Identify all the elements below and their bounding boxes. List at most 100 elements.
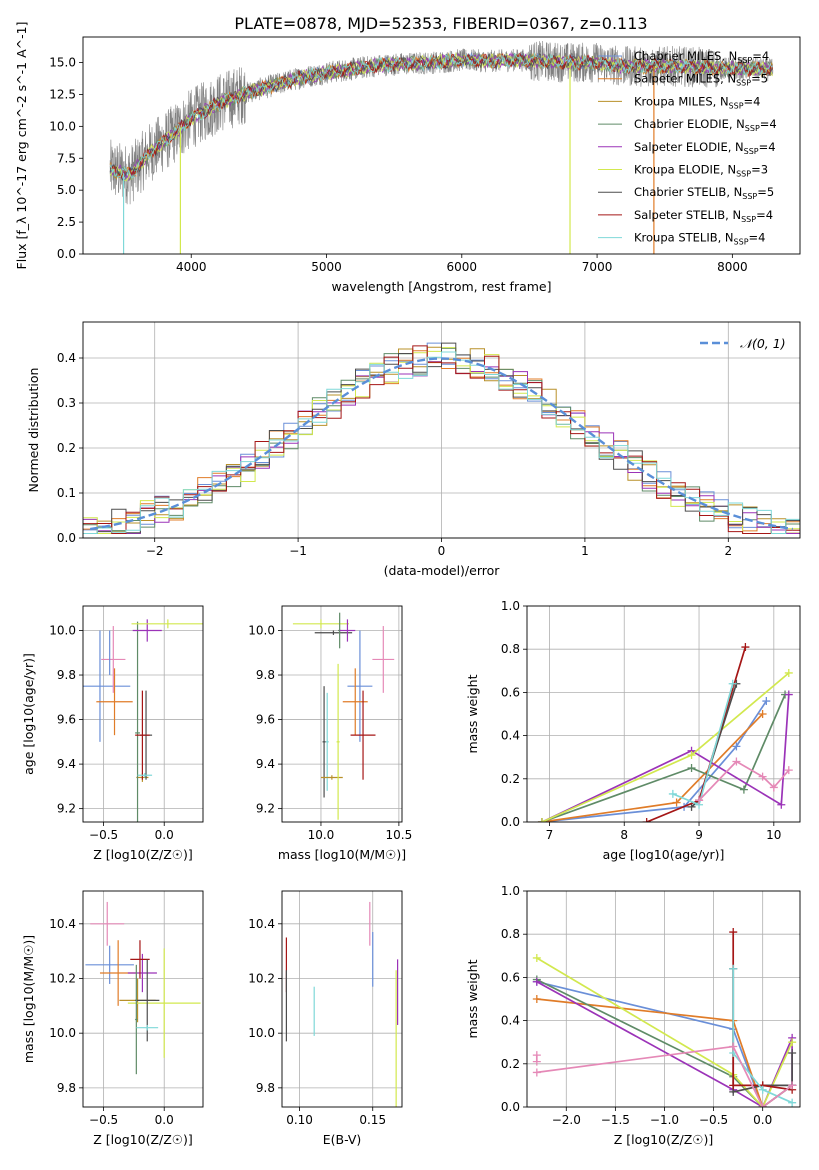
y-tick-label: 10.2 xyxy=(248,971,275,985)
x-tick-label: −0.5 xyxy=(89,1113,118,1127)
axes-ebv_mass: 0.10 0.15 9.8 10.0 10.2 10.4 E(B-V) xyxy=(248,890,403,1147)
errorbar-point-se xyxy=(127,953,157,993)
y-axis-label: Normed distribution xyxy=(26,368,41,493)
legend-label-gaussian: 𝒩(0, 1) xyxy=(740,336,786,351)
x-tick-label: 10.0 xyxy=(308,828,335,842)
weight-marker-sm xyxy=(672,798,681,807)
weight-marker-ss xyxy=(741,643,750,652)
panel-age_weight: 7 8 9 10 0.0 0.2 0.4 0.6 0.8 1.0 age [log10(age/yr… xyxy=(465,599,801,862)
x-tick-label: 0 xyxy=(438,544,446,558)
y-tick-label: 10.0 xyxy=(49,1026,76,1040)
errorbar-point-ss xyxy=(350,690,376,780)
errorbar-point-km xyxy=(320,775,343,780)
weight-line-ke xyxy=(536,957,793,1107)
weight-marker-se xyxy=(784,690,793,699)
weight-marker-pk xyxy=(532,1068,541,1077)
weight-marker-cm xyxy=(762,697,771,706)
panel-mass_age: 10.0 10.5 9.2 9.4 9.6 9.8 10.0 mass [log10(M/M☉… xyxy=(248,605,412,862)
errorbar-point-cm xyxy=(83,630,131,742)
axes-age_weight: 7 8 9 10 0.0 0.2 0.4 0.6 0.8 1.0 age [log10(age/yr… xyxy=(465,599,801,862)
weight-marker-se xyxy=(777,800,786,809)
x-axis-label: age [log10(age/yr)] xyxy=(603,847,725,862)
legend-spectrum: Chabrier MILES, NSSP=4 Salpeter MILES, NS… xyxy=(598,49,777,247)
y-tick-label: 0.4 xyxy=(57,351,76,365)
axes-frame xyxy=(526,605,801,823)
y-tick-label: 10.4 xyxy=(49,917,76,931)
x-tick-label: −1.5 xyxy=(601,1113,630,1127)
errorbar-point-ks xyxy=(137,773,153,778)
x-tick-label: 7 xyxy=(546,828,554,842)
panel-z_weight: −2.0 −1.5 −1.0 −0.5 0.0 0.0 0.2 0.4 0.6 0.8 1.0 Z [… xyxy=(465,884,801,1147)
panel-spectrum: 4000 5000 6000 7000 8000 0.0 2.5 5.0 7.5 10.0 12.5… xyxy=(14,22,801,294)
legend-label-ce: Chabrier ELODIE, NSSP=4 xyxy=(634,117,777,133)
legend-label-sm: Salpeter MILES, NSSP=5 xyxy=(634,72,768,88)
y-tick-label: 0.1 xyxy=(57,486,76,500)
axes-z_mass: −0.5 0.0 9.8 10.0 10.2 10.4 Z [log10(Z/Z☉)] mas… xyxy=(21,890,204,1147)
x-tick-label: −0.5 xyxy=(699,1113,728,1127)
weight-marker-ks xyxy=(668,789,677,798)
y-tick-label: 10.0 xyxy=(49,119,76,133)
axes-residuals: −2 −1 0 1 2 0.0 0.1 0.2 0.3 0.4 (data-model)/error… xyxy=(26,321,801,578)
gaussian-curve xyxy=(90,357,793,531)
y-tick-label: 10.0 xyxy=(49,623,76,637)
plot-area-mass_age xyxy=(292,612,395,820)
x-tick-label: −0.5 xyxy=(89,828,118,842)
y-tick-label: 9.8 xyxy=(256,1081,275,1095)
legend-label-cs: Chabrier STELIB, NSSP=5 xyxy=(634,185,774,201)
axes-frame xyxy=(281,605,403,823)
x-tick-label: 0.15 xyxy=(359,1113,386,1127)
axes-frame xyxy=(281,890,403,1108)
errorbar-point-ss xyxy=(130,940,150,979)
y-axis-label: mass weight xyxy=(465,959,480,1038)
errorbar-point-ke xyxy=(127,948,201,1058)
weight-line-pk xyxy=(698,760,790,801)
x-tick-label: −1.0 xyxy=(650,1113,679,1127)
x-tick-label: −2 xyxy=(146,544,164,558)
y-tick-label: 9.4 xyxy=(256,757,275,771)
y-tick-label: 9.8 xyxy=(57,1081,76,1095)
weight-line-cm xyxy=(541,700,768,822)
x-tick-label: 1 xyxy=(581,544,589,558)
plot-area-z_age xyxy=(83,619,203,822)
y-tick-label: 15.0 xyxy=(49,56,76,70)
errorbar-point-ke xyxy=(292,619,350,629)
y-tick-label: 0.3 xyxy=(57,396,76,410)
x-axis-label: Z [log10(Z/Z☉)] xyxy=(93,847,193,862)
y-tick-label: 0.8 xyxy=(501,927,520,941)
weight-marker-ke xyxy=(788,1038,797,1047)
model-line-ks xyxy=(109,52,773,181)
y-tick-label: 9.4 xyxy=(57,757,76,771)
plot-area-z_weight xyxy=(532,928,797,1107)
y-tick-label: 0.6 xyxy=(501,970,520,984)
weight-marker-pk xyxy=(732,757,741,766)
errorbar-point-cs xyxy=(322,686,326,798)
axes-z_age: −0.5 0.0 9.2 9.4 9.6 9.8 10.0 Z [log10(Z/Z☉)] ag… xyxy=(21,605,204,862)
y-tick-label: 0.6 xyxy=(501,685,520,699)
y-tick-label: 9.6 xyxy=(57,713,76,727)
y-tick-label: 1.0 xyxy=(501,884,520,898)
weight-marker-sm xyxy=(758,710,767,718)
weight-marker-pk xyxy=(769,783,778,792)
plot-area-ebv_mass xyxy=(285,901,399,1107)
x-axis-label: mass [log10(M/M☉)] xyxy=(278,847,406,862)
x-tick-label: 2 xyxy=(724,544,732,558)
x-axis-label: E(B-V) xyxy=(323,1132,362,1147)
weight-marker-pk xyxy=(788,1081,797,1090)
weight-line-ce xyxy=(541,694,786,822)
weight-marker-cs xyxy=(788,1049,797,1057)
y-tick-label: 0.0 xyxy=(57,531,76,545)
weight-marker-pk xyxy=(758,772,767,781)
weight-marker-ke xyxy=(687,751,696,760)
errorbar-point-ks xyxy=(136,1024,159,1031)
errorbar-point-ks xyxy=(325,692,329,791)
x-tick-label: 0.0 xyxy=(155,1113,174,1127)
legend-label-ks: Kroupa STELIB, NSSP=4 xyxy=(634,231,765,247)
errorbar-point-ss xyxy=(135,690,150,780)
axes-frame xyxy=(82,605,204,823)
weight-marker-ks xyxy=(788,1098,797,1107)
figure-title: PLATE=0878, MJD=52353, FIBERID=0367, z=0… xyxy=(234,14,647,33)
panel-residuals: −2 −1 0 1 2 0.0 0.1 0.2 0.3 0.4 (data-model)/error… xyxy=(26,321,801,578)
weight-marker-ss xyxy=(642,818,651,822)
y-tick-label: 9.8 xyxy=(57,668,76,682)
